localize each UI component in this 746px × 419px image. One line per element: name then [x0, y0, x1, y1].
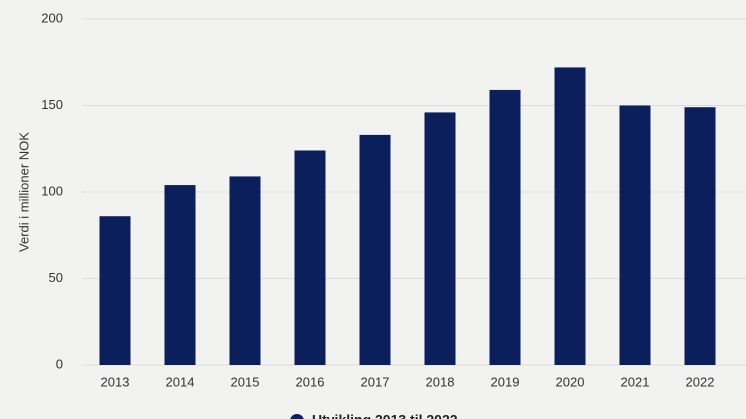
y-tick-label: 100	[41, 183, 63, 198]
x-tick-label: 2016	[296, 374, 325, 389]
y-axis-label: Verdi i millioner NOK	[16, 132, 31, 252]
legend-label: Utvikling 2013 til 2022	[312, 412, 458, 419]
bar	[99, 216, 131, 365]
y-tick-label: 50	[49, 270, 63, 285]
bar	[424, 112, 456, 365]
x-tick-label: 2014	[166, 374, 195, 389]
x-tick-label: 2018	[426, 374, 455, 389]
bar	[359, 134, 391, 365]
bar	[489, 89, 521, 366]
bar	[684, 107, 716, 365]
x-tick-label: 2013	[101, 374, 130, 389]
x-tick-label: 2022	[686, 374, 715, 389]
x-tick-label: 2017	[361, 374, 390, 389]
x-tick-label: 2019	[491, 374, 520, 389]
y-tick-label: 200	[41, 10, 63, 25]
bar	[294, 150, 326, 365]
x-tick-label: 2015	[231, 374, 260, 389]
x-tick-label: 2021	[621, 374, 650, 389]
y-tick-label: 150	[41, 97, 63, 112]
bar	[619, 105, 651, 365]
bar	[164, 185, 196, 365]
bar	[554, 67, 586, 365]
legend-marker	[290, 414, 304, 419]
y-tick-label: 0	[56, 356, 63, 371]
bar	[229, 176, 261, 365]
x-tick-label: 2020	[556, 374, 585, 389]
